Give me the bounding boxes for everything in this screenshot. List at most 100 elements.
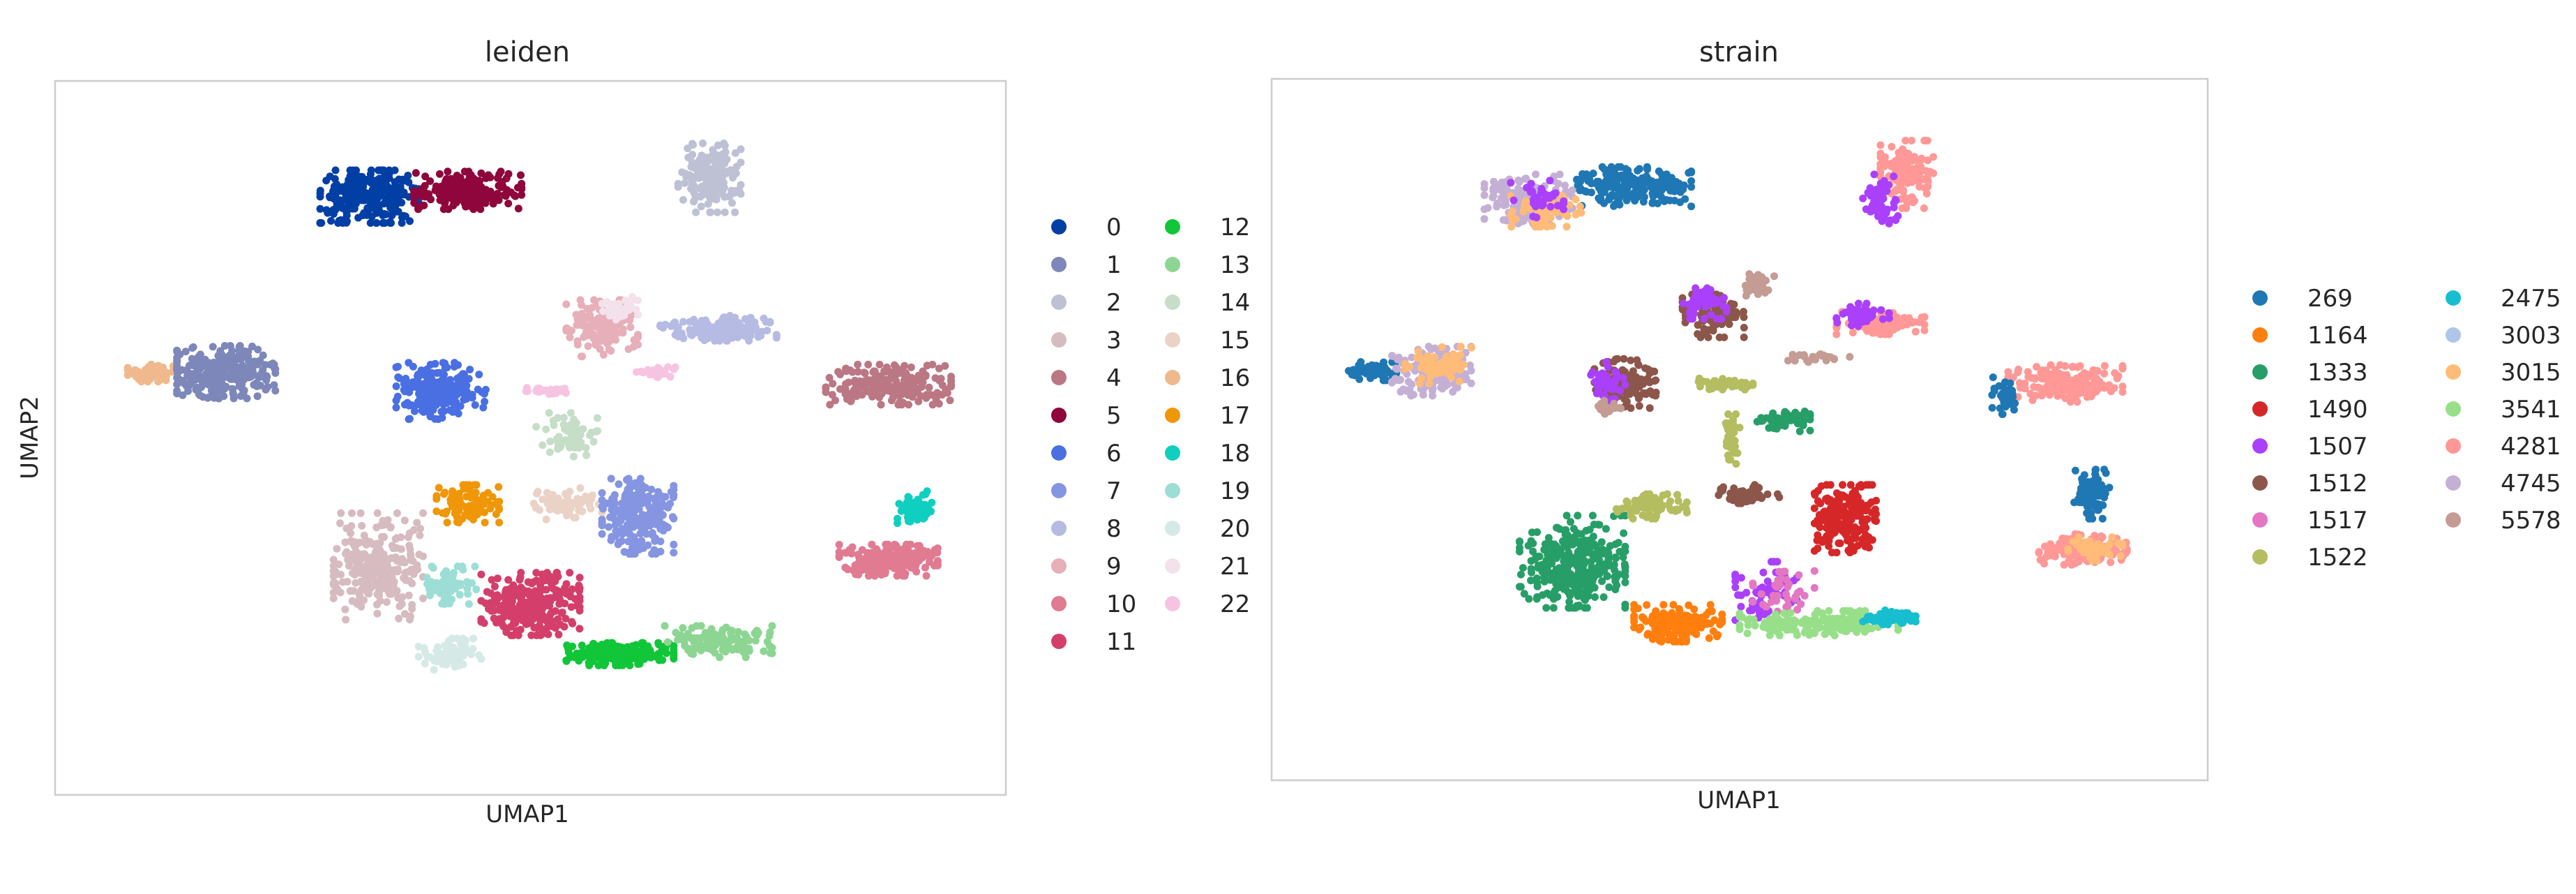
scatter-point: [562, 614, 570, 623]
scatter-point: [179, 377, 187, 385]
scatter-point: [405, 401, 413, 410]
scatter-point: [193, 383, 201, 392]
legend-marker: [1165, 596, 1180, 611]
scatter-point: [692, 208, 700, 216]
legend-label: 3: [1106, 327, 1122, 355]
scatter-point: [588, 491, 596, 500]
scatter-point: [438, 182, 446, 191]
scatter-point: [552, 495, 561, 503]
scatter-point: [1854, 299, 1862, 308]
scatter-point: [562, 657, 571, 665]
scatter-point: [416, 525, 424, 532]
scatter-point: [404, 379, 412, 387]
scatter-point: [356, 509, 365, 517]
scatter-point: [1920, 204, 1928, 212]
scatter-point: [885, 546, 894, 554]
scatter-point: [1662, 170, 1671, 179]
scatter-point: [316, 186, 324, 195]
scatter-point: [462, 202, 470, 211]
scatter-point: [1532, 170, 1540, 179]
scatter-point: [559, 421, 568, 429]
scatter-point: [578, 352, 586, 361]
scatter-point: [1728, 313, 1737, 322]
scatter-point: [874, 550, 882, 558]
scatter-point: [528, 610, 536, 618]
legend-item: 12: [1165, 214, 1250, 241]
scatter-point: [1449, 366, 1458, 374]
scatter-point: [716, 653, 724, 662]
scatter-point: [532, 631, 541, 639]
scatter-point: [898, 504, 907, 512]
scatter-point: [159, 364, 167, 371]
scatter-point: [636, 475, 645, 483]
scatter-point: [1832, 330, 1841, 338]
scatter-point: [331, 174, 339, 183]
scatter-point: [712, 334, 721, 343]
scatter-point: [658, 510, 666, 519]
scatter-point: [392, 396, 400, 405]
scatter-point: [408, 601, 416, 609]
scatter-point: [462, 387, 471, 396]
scatter-point: [425, 379, 433, 387]
legend-label: 13: [1220, 251, 1250, 279]
scatter-point: [1846, 352, 1854, 361]
scatter-point: [154, 378, 163, 386]
scatter-point: [539, 573, 548, 581]
scatter-point: [517, 171, 525, 179]
scatter-point: [532, 423, 541, 431]
scatter-point: [409, 362, 417, 371]
scatter-point: [1600, 165, 1609, 174]
scatter-point: [405, 591, 413, 599]
scatter-point: [471, 563, 479, 571]
scatter-point: [728, 646, 737, 654]
scatter-point: [2076, 362, 2084, 370]
scatter-point: [921, 501, 930, 509]
scatter-point: [1770, 272, 1778, 281]
scatter-point: [1885, 309, 1893, 318]
scatter-point: [697, 202, 705, 211]
scatter-point: [659, 370, 668, 378]
scatter-point: [1876, 179, 1885, 188]
scatter-point: [728, 199, 736, 207]
scatter-point: [1890, 203, 1898, 211]
scatter-point: [901, 557, 909, 565]
scatter-point: [822, 384, 830, 392]
legend-marker: [1165, 521, 1180, 536]
scatter-point: [634, 660, 642, 668]
scatter-point: [1425, 379, 1433, 387]
scatter-point: [350, 196, 359, 204]
legend-label: 11: [1106, 628, 1136, 656]
scatter-point: [416, 202, 424, 211]
scatter-point: [392, 588, 400, 596]
scatter-point: [562, 300, 571, 308]
scatter-point: [843, 395, 851, 403]
scatter-point: [359, 578, 368, 586]
scatter-point: [492, 618, 501, 627]
scatter-point: [490, 593, 499, 601]
scatter-point: [919, 378, 927, 387]
legend-item: 1: [1051, 251, 1122, 279]
scatter-point: [626, 323, 635, 331]
scatter-point: [467, 491, 476, 499]
scatter-point: [162, 376, 170, 385]
scatter-point: [341, 605, 349, 613]
scatter-point: [562, 327, 571, 335]
scatter-point: [271, 387, 280, 395]
legend-label: 4: [1106, 364, 1122, 392]
scatter-point: [349, 166, 357, 174]
scatter-point: [1468, 343, 1476, 352]
scatter-point: [592, 427, 601, 435]
scatter-point: [1761, 289, 1769, 297]
scatter-point: [898, 390, 906, 398]
scatter-point: [1687, 202, 1696, 211]
scatter-point: [1788, 350, 1797, 359]
scatter-point: [173, 356, 181, 364]
scatter-point: [768, 643, 776, 652]
scatter-point: [419, 552, 427, 560]
scatter-point: [199, 360, 207, 368]
scatter-point: [600, 326, 608, 334]
scatter-point: [880, 367, 889, 375]
scatter-point: [670, 482, 678, 490]
scatter-point: [1448, 356, 1456, 364]
scatter-point: [679, 624, 687, 632]
